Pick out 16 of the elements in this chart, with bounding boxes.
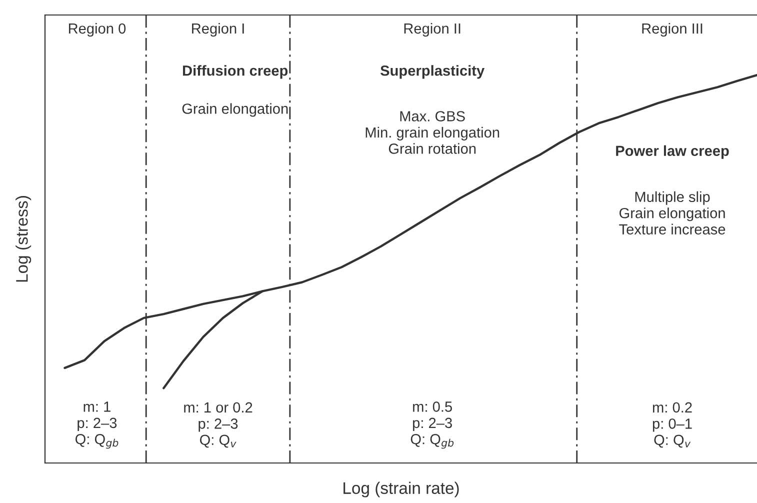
text: Region 0 [68, 22, 126, 37]
annotation: Diffusion creep [183, 65, 288, 79]
text: Region III [642, 22, 702, 37]
y-axis-title: Log (stress) [16, 196, 32, 282]
annotation: m: 0.2 p: 0–1 Q: Q$_{v}$ [652, 402, 692, 448]
x-axis-title: Log (strain rate) [344, 482, 459, 498]
annotation: Max. GBS Min. grain elongation Grain rotation [366, 111, 500, 154]
annotation: m: 1 or 0.2 p: 2–3 Q: Q$_{v}$ [184, 402, 252, 448]
text: Region II [404, 22, 460, 37]
annotation: m: 0.5 p: 2–3 Q: Q$_{gb}$ [410, 402, 454, 449]
annotation: m: 1 p: 2–3 Q: Q$_{gb}$ [76, 402, 118, 449]
annotation: Superplasticity [380, 65, 485, 79]
annotation: Power law creep [616, 145, 729, 159]
text: Region I [192, 22, 244, 37]
annotation: Multiple slip Grain elongation Texture increase [619, 191, 726, 235]
annotation: Grain elongation [182, 103, 288, 117]
